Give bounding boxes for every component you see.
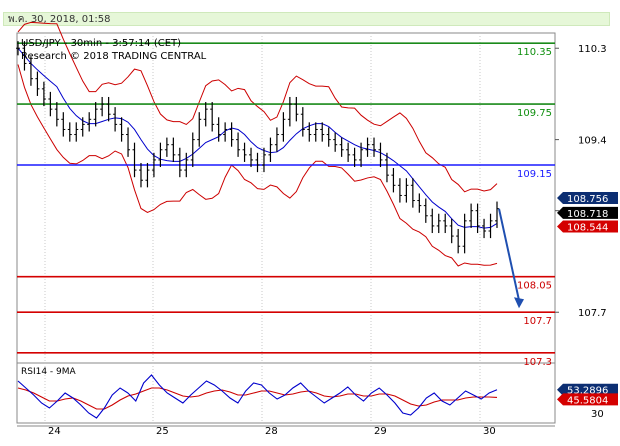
price-layer — [16, 41, 524, 309]
price-panel — [16, 32, 556, 364]
rsi-tag-label: 45.5804 — [567, 395, 608, 406]
rsi-y-tick-label: 30 — [591, 409, 604, 420]
price-tag-label: 108.544 — [567, 223, 608, 234]
rsi-ma-line — [17, 387, 498, 410]
price-tag-label: 108.756 — [567, 194, 608, 205]
rsi-tag-bg — [557, 383, 618, 396]
x-tick-label: 25 — [156, 426, 169, 437]
y-tick-label: 109.4 — [578, 136, 607, 147]
timestamp: พ.ค. 30, 2018, 01:58 — [3, 12, 610, 26]
x-tick-label: 30 — [483, 426, 496, 437]
bollinger-bands — [17, 21, 498, 267]
grid-layer — [44, 33, 481, 423]
forecast-arrow-head — [514, 297, 524, 309]
y-tick-label: 110.3 — [578, 44, 607, 55]
price-tag-bg — [557, 206, 618, 219]
price-tag-bg — [557, 220, 618, 233]
x-tick-label: 29 — [374, 426, 387, 437]
x-tick-label: 24 — [48, 426, 61, 437]
level-label: 109.75 — [517, 108, 552, 119]
x-tick-label: 28 — [265, 426, 278, 437]
levels-layer: 110.35 109.75 109.15 108.05 107.7 107.3 — [17, 42, 555, 368]
rsi-line — [17, 374, 498, 419]
level-label: 110.35 — [517, 47, 552, 58]
level-label: 108.05 — [517, 281, 552, 292]
bollinger-lower-band — [17, 64, 498, 267]
rsi-tag-label: 53.2896 — [567, 386, 608, 397]
rsi-tag-bg — [557, 393, 618, 406]
research-line: Research © 2018 TRADING CENTRAL — [21, 51, 207, 62]
y-tick-label: 107.7 — [578, 308, 607, 319]
axis-layer: 2425282930110.3109.4108.7107.730108.7561… — [17, 44, 618, 437]
level-label: 107.3 — [523, 357, 552, 368]
price-tag-bg — [557, 192, 618, 205]
moving-average-line — [17, 47, 498, 229]
rsi-panel — [16, 362, 556, 424]
price-tag-label: 108.718 — [567, 209, 608, 220]
forecast-arrow-shaft — [498, 208, 520, 301]
symbol-line: USD/JPY - 30min - 3:57:14 (CET) — [21, 38, 181, 49]
top-bar: พ.ค. 30, 2018, 01:58 — [0, 0, 620, 28]
bollinger-upper-band — [17, 21, 498, 193]
level-label: 109.15 — [517, 169, 552, 180]
rsi-title: RSI14 - 9MA — [21, 367, 77, 377]
level-label: 107.7 — [523, 316, 552, 327]
